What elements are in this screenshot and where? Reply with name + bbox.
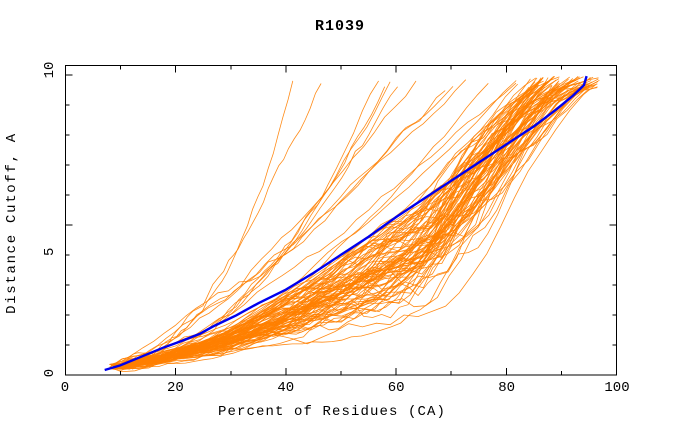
svg-text:40: 40: [277, 380, 294, 396]
svg-text:100: 100: [604, 380, 629, 396]
svg-text:60: 60: [388, 380, 405, 396]
svg-text:5: 5: [42, 248, 58, 256]
svg-text:10: 10: [42, 62, 58, 79]
svg-text:0: 0: [61, 380, 69, 396]
svg-text:20: 20: [167, 380, 184, 396]
svg-text:80: 80: [498, 380, 515, 396]
svg-text:0: 0: [42, 369, 58, 377]
